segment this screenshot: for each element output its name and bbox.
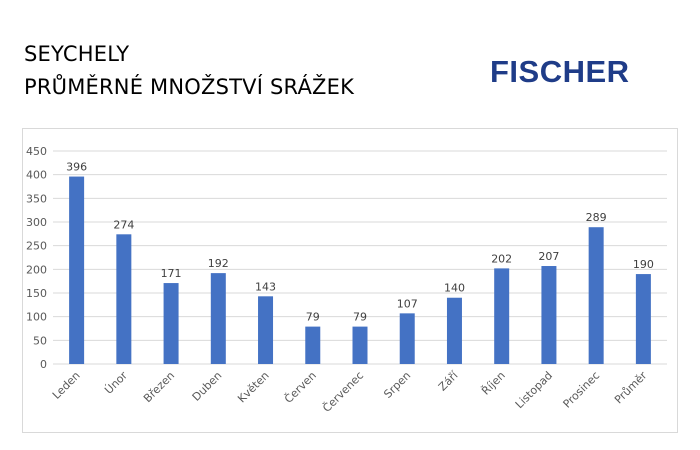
y-tick-label: 200	[26, 263, 47, 276]
title-line-1: SEYCHELY	[24, 42, 130, 66]
x-tick-label: Prosinec	[561, 369, 603, 411]
chart-area: 0 50 100 150 200 250 300 350 400 450 396 Leden 274 Ún…	[22, 128, 678, 433]
y-tick-label: 100	[26, 311, 47, 324]
x-tick-label: Únor	[102, 369, 130, 397]
bar	[258, 296, 274, 364]
x-tick-label: Květen	[235, 369, 271, 405]
bar	[588, 227, 604, 364]
x-tick-label: Říjen	[479, 369, 508, 398]
bar	[116, 234, 132, 364]
y-tick-label: 0	[40, 358, 47, 371]
x-tick-label: Červenec	[320, 369, 366, 415]
y-tick-label: 250	[26, 240, 47, 253]
bar	[399, 313, 415, 364]
data-label: 143	[255, 280, 276, 293]
y-tick-label: 350	[26, 192, 47, 205]
y-tick-label: 450	[26, 145, 47, 158]
bar	[635, 274, 651, 364]
bar	[494, 268, 510, 364]
x-tick-label: Březen	[141, 369, 177, 405]
y-tick-label: 150	[26, 287, 47, 300]
bar	[69, 176, 85, 364]
data-label: 207	[538, 250, 559, 263]
y-tick-label: 400	[26, 169, 47, 182]
data-label: 190	[633, 258, 654, 271]
data-label: 274	[113, 218, 134, 231]
bar	[163, 283, 179, 364]
data-label: 289	[586, 211, 607, 224]
data-label: 79	[353, 311, 367, 324]
x-tick-label: Září	[436, 368, 461, 393]
x-tick-label: Průměr	[612, 369, 650, 407]
x-tick-label: Listopad	[513, 369, 555, 411]
y-tick-label: 50	[33, 334, 47, 347]
bar-chart: 0 50 100 150 200 250 300 350 400 450 396 Leden 274 Ún…	[26, 145, 667, 415]
bar	[446, 297, 462, 364]
data-label: 107	[397, 297, 418, 310]
data-label: 79	[306, 311, 320, 324]
y-tick-label: 300	[26, 216, 47, 229]
x-tick-label: Srpen	[381, 369, 413, 401]
chart-title: SEYCHELY PRŮMĚRNÉ MNOŽSTVÍ SRÁŽEK	[24, 38, 354, 104]
bar	[305, 326, 321, 364]
data-label: 396	[66, 161, 87, 174]
x-tick-label: Leden	[50, 369, 83, 402]
x-tick-label: Červen	[282, 369, 319, 406]
title-line-2: PRŮMĚRNÉ MNOŽSTVÍ SRÁŽEK	[24, 75, 355, 99]
data-label: 202	[491, 252, 512, 265]
x-tick-label: Duben	[190, 369, 225, 404]
data-label: 171	[161, 267, 182, 280]
data-label: 140	[444, 282, 465, 295]
fischer-logo: FISCHER	[490, 54, 630, 89]
bar	[210, 273, 226, 364]
bar	[541, 266, 557, 364]
data-label: 192	[208, 257, 229, 270]
bar	[352, 326, 368, 364]
